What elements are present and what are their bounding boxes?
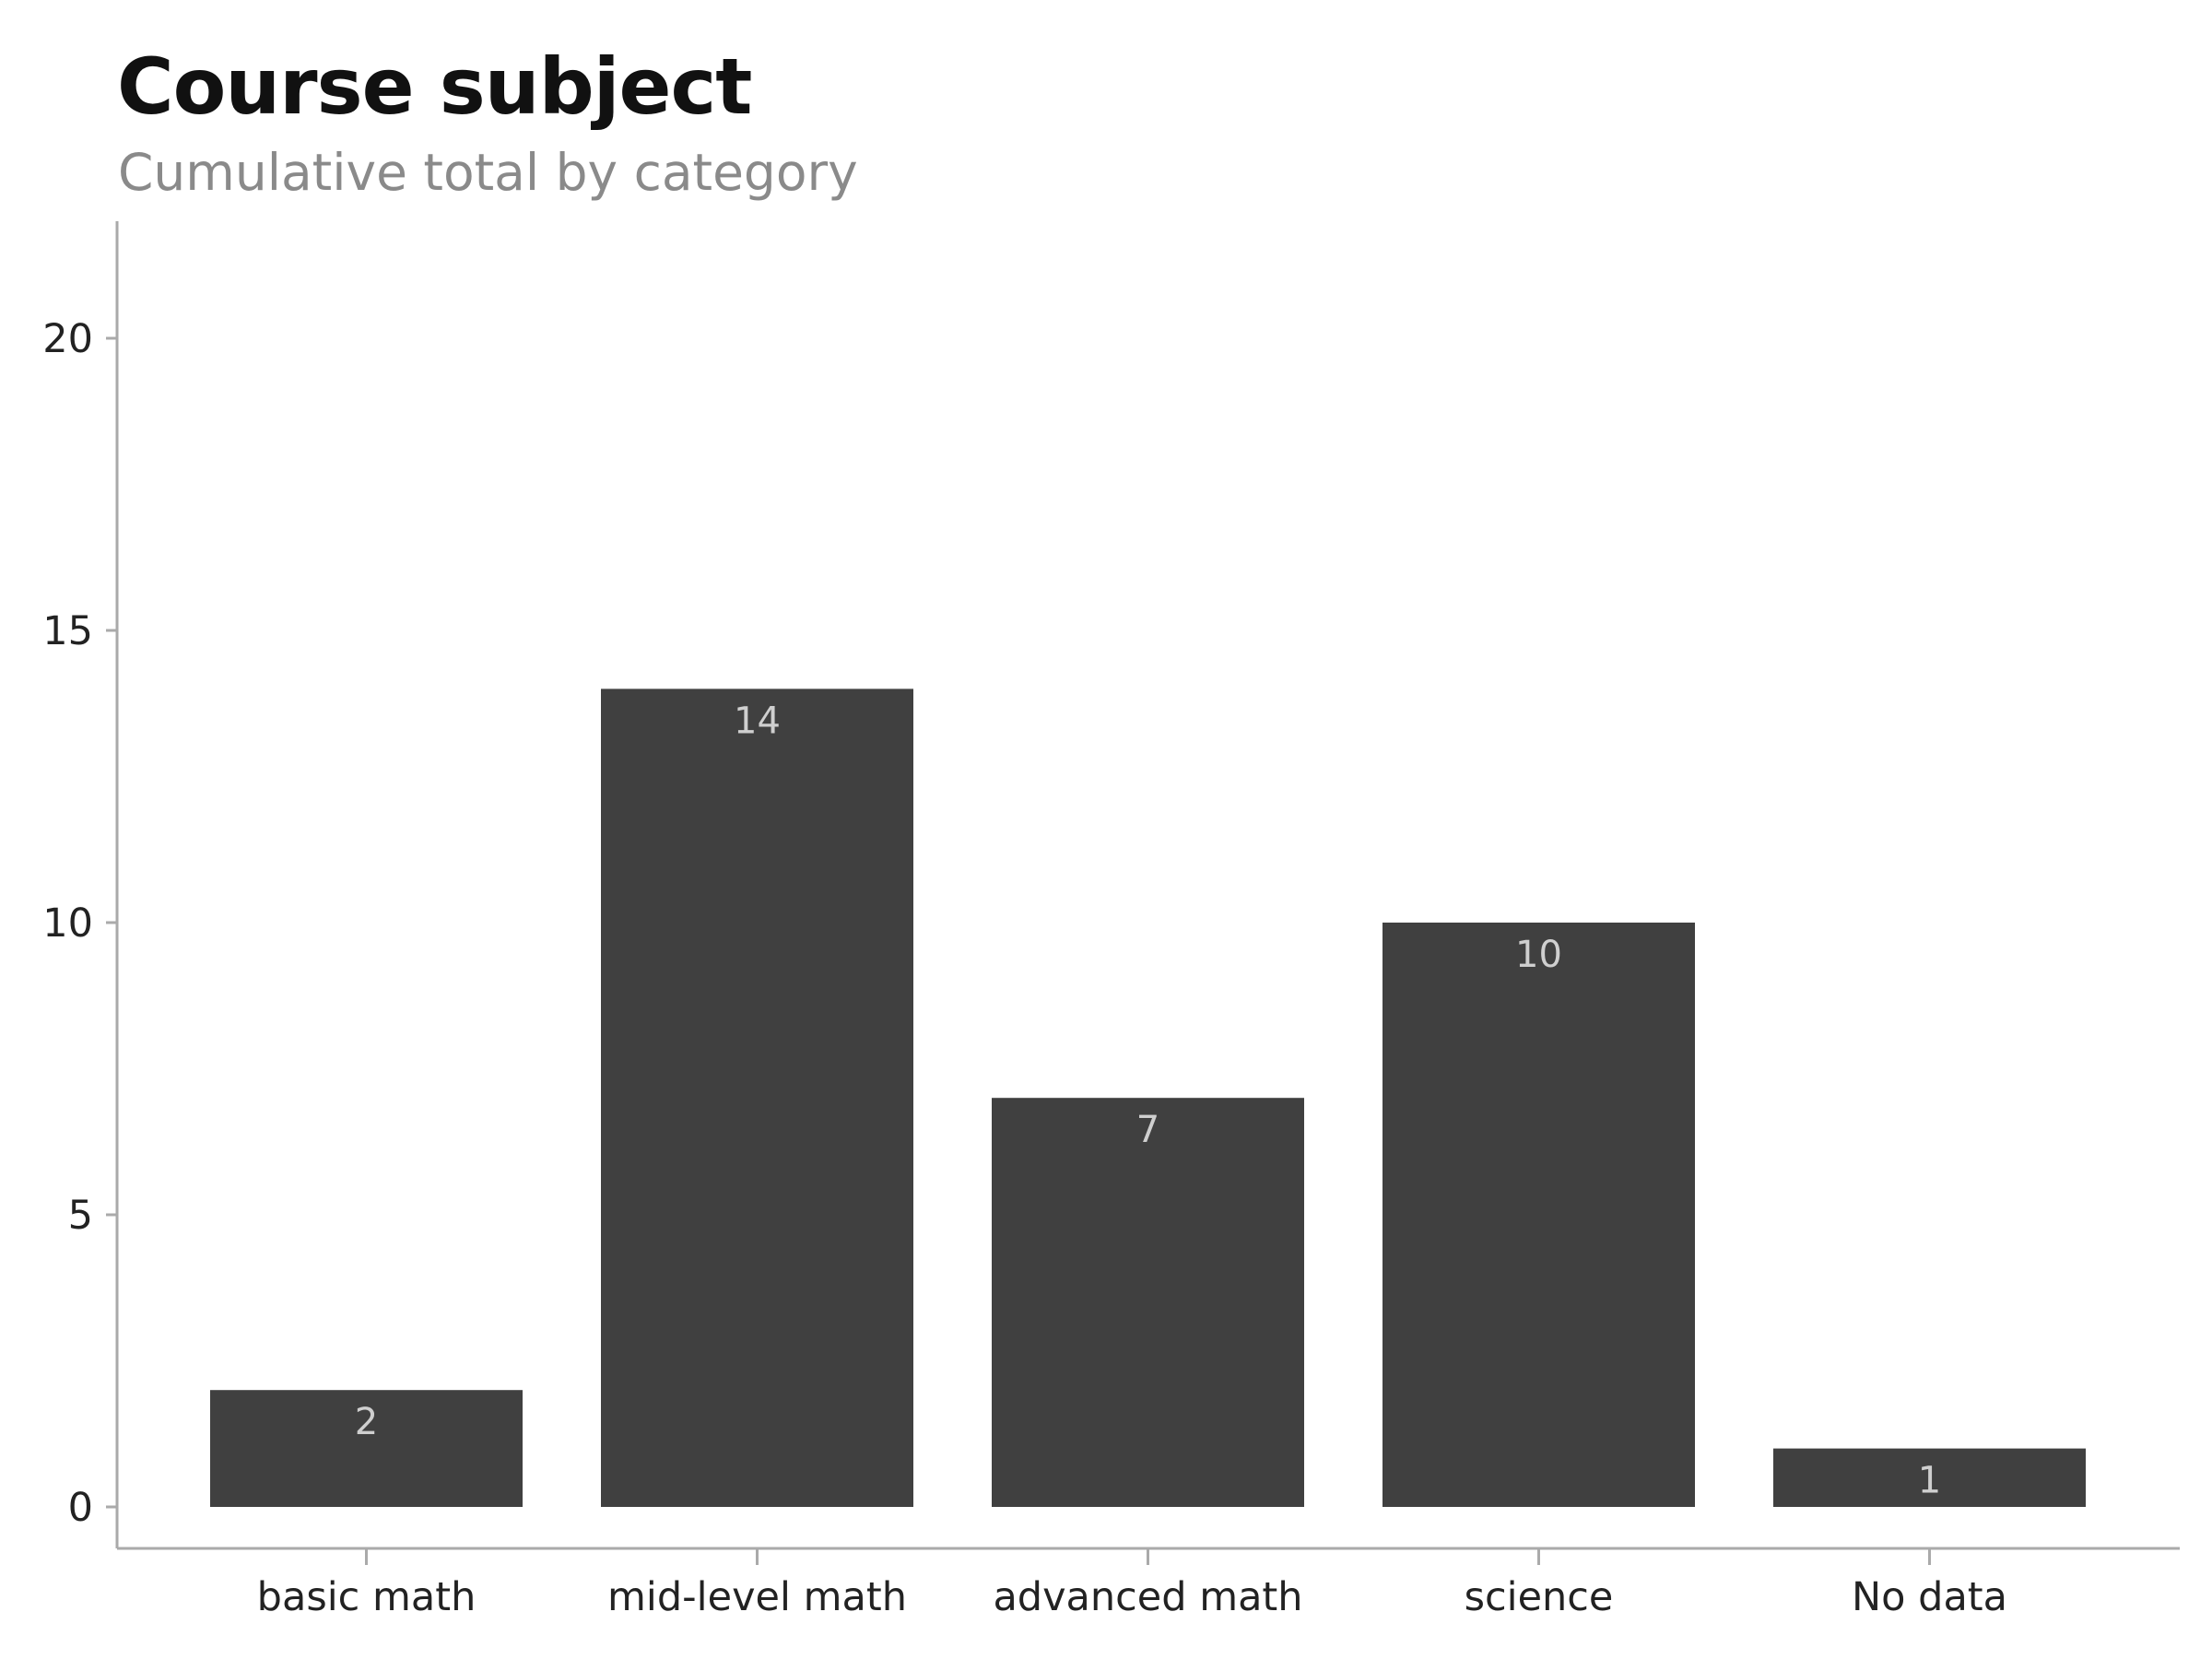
bar: [210, 1390, 523, 1507]
bar-data-label: 7: [1136, 1109, 1159, 1151]
x-ticks-layer: basic math mid-level math advanced math sci…: [257, 1548, 2007, 1620]
bar-data-label: 1: [1918, 1460, 1941, 1502]
y-tick-label: 0: [68, 1485, 93, 1531]
x-tick-label: mid-level math: [607, 1574, 907, 1620]
y-tick-label: 20: [42, 316, 93, 362]
x-tick-label: No data: [1852, 1574, 2007, 1620]
x-tick-label: science: [1465, 1574, 1614, 1620]
bar-data-label: 2: [355, 1401, 378, 1443]
bar: [992, 1098, 1304, 1507]
y-tick-label: 10: [42, 900, 93, 947]
y-tick-label: 5: [68, 1193, 93, 1239]
x-tick-label: basic math: [257, 1574, 477, 1620]
bar-data-label: 10: [1515, 934, 1562, 976]
bar-labels-layer: 2 14 7 10 1: [355, 700, 1941, 1501]
bar: [1773, 1448, 2086, 1507]
y-ticks-layer: 0 5 10 15 20: [42, 316, 117, 1531]
chart-subtitle: Cumulative total by category: [118, 143, 858, 202]
bar: [601, 688, 913, 1507]
bars-layer: [210, 688, 2086, 1507]
bar: [1382, 923, 1695, 1507]
bar-data-label: 14: [734, 700, 781, 742]
y-tick-label: 15: [42, 608, 93, 654]
x-tick-label: advanced math: [993, 1574, 1302, 1620]
chart-title: Course subject: [117, 41, 752, 132]
